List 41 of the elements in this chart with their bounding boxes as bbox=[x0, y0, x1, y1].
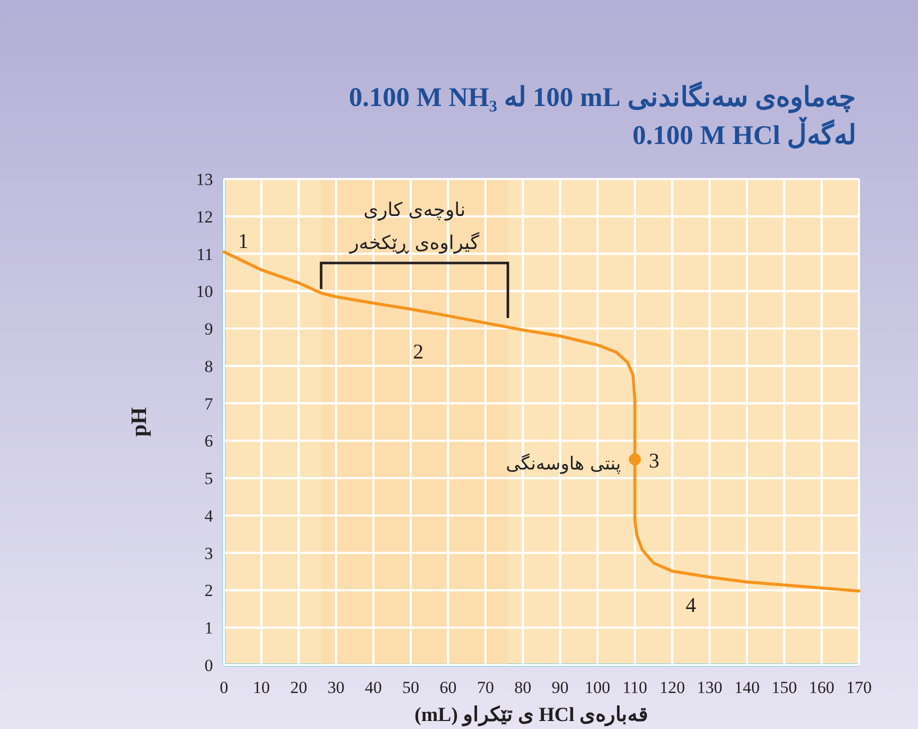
chart-title: چەماوەی سەنگاندنی 100 mL لە 0.100 M NH₃ لەگەڵ 0.100 M HCl bbox=[348, 81, 856, 150]
y-tick-label: 2 bbox=[204, 581, 213, 600]
x-tick-label: 150 bbox=[772, 678, 798, 697]
y-tick-label: 8 bbox=[204, 356, 213, 376]
x-tick-label: 140 bbox=[734, 678, 760, 697]
y-tick-label: 12 bbox=[196, 207, 213, 226]
x-tick-label: 120 bbox=[659, 678, 685, 697]
annotation: پنتی هاوسەنگی bbox=[506, 452, 621, 474]
x-tick-label: 170 bbox=[846, 678, 872, 697]
y-tick-label: 4 bbox=[204, 506, 214, 526]
x-tick-label: 160 bbox=[808, 678, 834, 697]
x-tick-label: 100 bbox=[584, 678, 610, 697]
x-tick-label: 70 bbox=[476, 678, 494, 697]
annotation: 2 bbox=[412, 340, 424, 364]
x-axis-title: قەبارەی HCl ی تێکراو (mL) bbox=[414, 704, 648, 727]
y-tick-label: 6 bbox=[204, 432, 213, 451]
x-tick-label: 50 bbox=[402, 678, 420, 697]
x-tick-label: 110 bbox=[622, 678, 648, 697]
y-tick-label: 0 bbox=[204, 656, 213, 675]
x-tick-label: 60 bbox=[440, 678, 457, 697]
x-tick-label: 0 bbox=[220, 678, 228, 697]
y-tick-label: 1 bbox=[204, 618, 213, 638]
y-tick-label: 11 bbox=[196, 244, 213, 264]
x-tick-label: 130 bbox=[696, 678, 722, 697]
band-label: ناوچەی کاری گیراوەی ڕێکخەر bbox=[348, 199, 480, 254]
annotation: 3 bbox=[648, 448, 660, 472]
y-tick-label: 10 bbox=[196, 282, 213, 302]
y-tick-label: 9 bbox=[204, 320, 213, 339]
y-axis-title: pH bbox=[126, 407, 151, 437]
y-tick-label: 5 bbox=[204, 469, 213, 488]
annotation: 4 bbox=[686, 593, 697, 618]
x-tick-label: 90 bbox=[552, 678, 569, 697]
annotation: 1 bbox=[238, 228, 248, 253]
x-tick-label: 80 bbox=[514, 678, 532, 697]
y-tick-label: 7 bbox=[204, 394, 214, 414]
x-tick-label: 40 bbox=[364, 678, 382, 697]
y-tick-label: 13 bbox=[196, 170, 213, 189]
x-tick-label: 20 bbox=[290, 678, 308, 697]
x-tick-label: 30 bbox=[328, 678, 345, 697]
x-tick-label: 10 bbox=[252, 678, 270, 697]
y-tick-label: 3 bbox=[204, 544, 213, 563]
